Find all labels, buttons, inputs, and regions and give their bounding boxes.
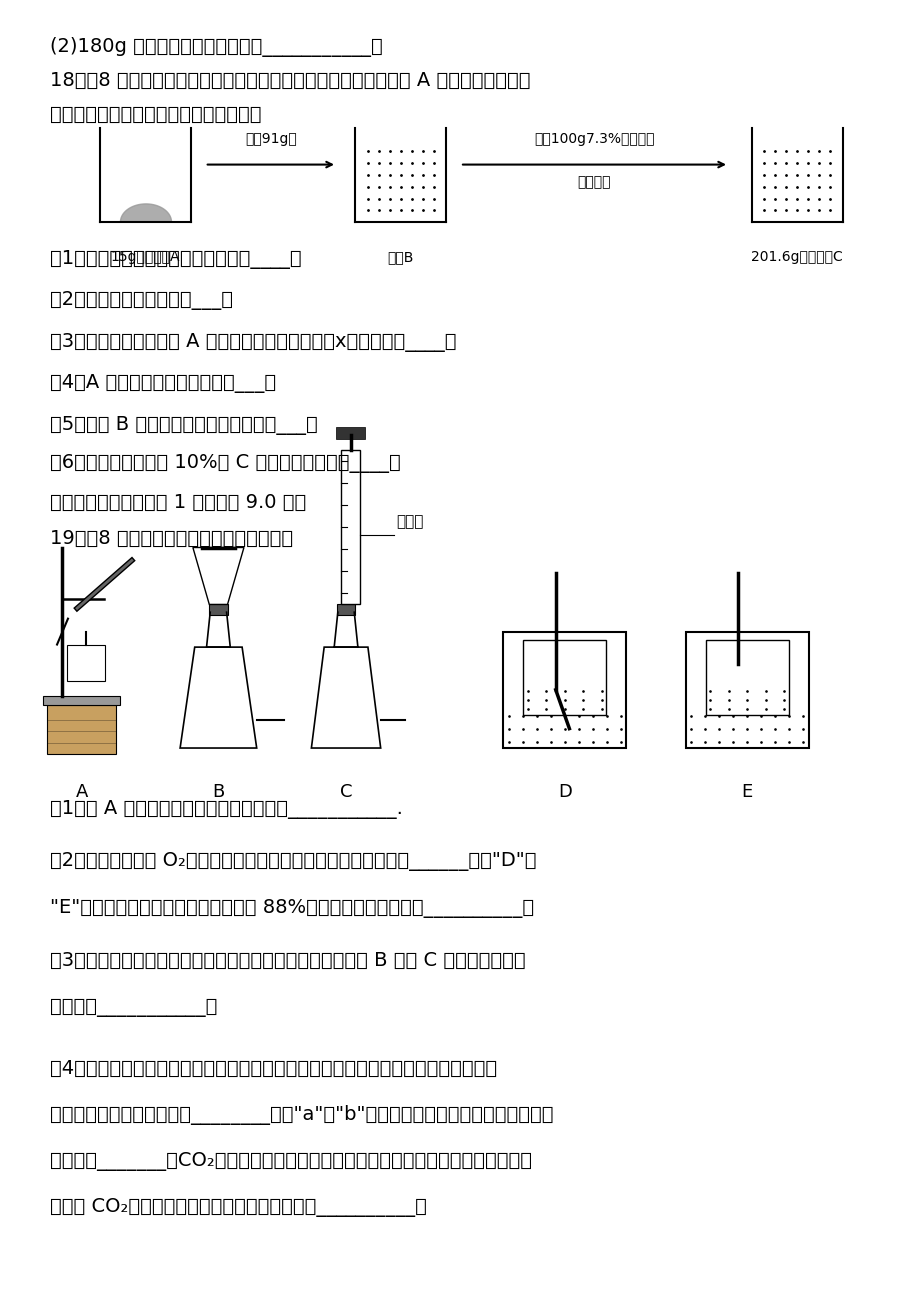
Text: 溶液B: 溶液B: [387, 250, 414, 264]
Polygon shape: [193, 548, 244, 604]
Text: 由是什么___________？: 由是什么___________？: [50, 997, 217, 1017]
Text: "E"），如最后收集的氧气浓度只有约 88%，则可能的原因是什么__________？: "E"），如最后收集的氧气浓度只有约 88%，则可能的原因是什么________…: [50, 900, 533, 918]
Text: E: E: [741, 784, 752, 801]
Text: （4）在医院给病人输氧时，在氧气瓶和病人吸氧器之间连接一个如图所示装置，装置: （4）在医院给病人输氧时，在氧气瓶和病人吸氧器之间连接一个如图所示装置，装置: [50, 1059, 496, 1078]
Polygon shape: [311, 647, 380, 749]
Bar: [341, 450, 359, 604]
Text: 产生气泡: 产生气泡: [577, 174, 610, 189]
Text: 15g白色粉末A: 15g白色粉末A: [110, 250, 180, 264]
Text: 201.6g中性溶液C: 201.6g中性溶液C: [751, 250, 843, 264]
Text: （6）若需质量分数为 10%的 C 溶液，则需蒸发水____。: （6）若需质量分数为 10%的 C 溶液，则需蒸发水____。: [50, 454, 400, 474]
Text: （4）A 固体中两种成分质量比为___；: （4）A 固体中两种成分质量比为___；: [50, 374, 276, 393]
Bar: [209, 604, 227, 615]
Text: 和氯化钠的混合物。有关数据如图所示：: 和氯化钠的混合物。有关数据如图所示：: [50, 105, 261, 124]
Bar: [336, 604, 355, 615]
Text: 加入91g水: 加入91g水: [244, 133, 297, 146]
Text: A: A: [75, 784, 87, 801]
Bar: [47, 706, 116, 754]
Text: （2）反应生成气体的质量___；: （2）反应生成气体的质量___；: [50, 292, 233, 310]
Bar: [67, 644, 106, 681]
Text: （3）实验室用过氧化氢溶液与二氧化锰混合制取氧气，不选 B 而选 C 作发生装置，理: （3）实验室用过氧化氢溶液与二氧化锰混合制取氧气，不选 B 而选 C 作发生装置…: [50, 952, 525, 970]
Text: 注射器: 注射器: [396, 514, 423, 529]
Bar: [503, 631, 626, 749]
Text: 19．（8 分）实验室常用下列装置制取气体: 19．（8 分）实验室常用下列装置制取气体: [50, 530, 292, 548]
Text: 四、探究题（本大题共 1 小题，共 9.0 分）: 四、探究题（本大题共 1 小题，共 9.0 分）: [50, 493, 306, 512]
Text: 18．（8 分）实验室有一包白色粉末，设计实验初步证明白色粉末 A 的成分都是碳酸钠: 18．（8 分）实验室有一包白色粉末，设计实验初步证明白色粉末 A 的成分都是碳…: [50, 72, 529, 90]
Bar: [705, 639, 788, 715]
Bar: [335, 427, 365, 439]
Bar: [523, 639, 606, 715]
Text: （2）用排水法收集 O₂，实验刚开始时，水槽里导管的合理位置是______（填"D"或: （2）用排水法收集 O₂，实验刚开始时，水槽里导管的合理位置是______（填"…: [50, 852, 536, 871]
Bar: [685, 631, 808, 749]
Bar: [43, 697, 119, 706]
Text: 置收集 CO₂气体，请把集气瓶内的导管补画完整__________。: 置收集 CO₂气体，请把集气瓶内的导管补画完整__________。: [50, 1198, 426, 1217]
Text: （1）用 A 装置制取氧气的化学方程式为：___________.: （1）用 A 装置制取氧气的化学方程式为：___________.: [50, 799, 403, 819]
Text: (2)180g 乳酸所含氢元素的质量是___________？: (2)180g 乳酸所含氢元素的质量是___________？: [50, 36, 382, 56]
Polygon shape: [180, 647, 256, 749]
Text: D: D: [557, 784, 571, 801]
Text: 加入100g7.3%的稀盐酸: 加入100g7.3%的稀盐酸: [534, 133, 654, 146]
Text: （3）根据已知条件列出 A 中参加反应的固体质量（x）的比例式____；: （3）根据已知条件列出 A 中参加反应的固体质量（x）的比例式____；: [50, 333, 456, 352]
Text: （5）溶液 B 中碳酸钠溶质的质量分数为___；: （5）溶液 B 中碳酸钠溶质的质量分数为___；: [50, 415, 317, 435]
Text: 的作用是_______。CO₂是一种无色无味气体，能溶于水，密度比空气大，如用如图装: 的作用是_______。CO₂是一种无色无味气体，能溶于水，密度比空气大，如用如…: [50, 1152, 531, 1170]
Text: 中盛放部分蒸馏水，导气管________（填"a"或"b"）端连接在供氧气的钢瓶上，该装置: 中盛放部分蒸馏水，导气管________（填"a"或"b"）端连接在供氧气的钢瓶…: [50, 1105, 552, 1125]
Text: B: B: [212, 784, 224, 801]
Text: （1）写出题中发生反应的化学方程式____；: （1）写出题中发生反应的化学方程式____；: [50, 250, 301, 270]
Text: C: C: [339, 784, 352, 801]
